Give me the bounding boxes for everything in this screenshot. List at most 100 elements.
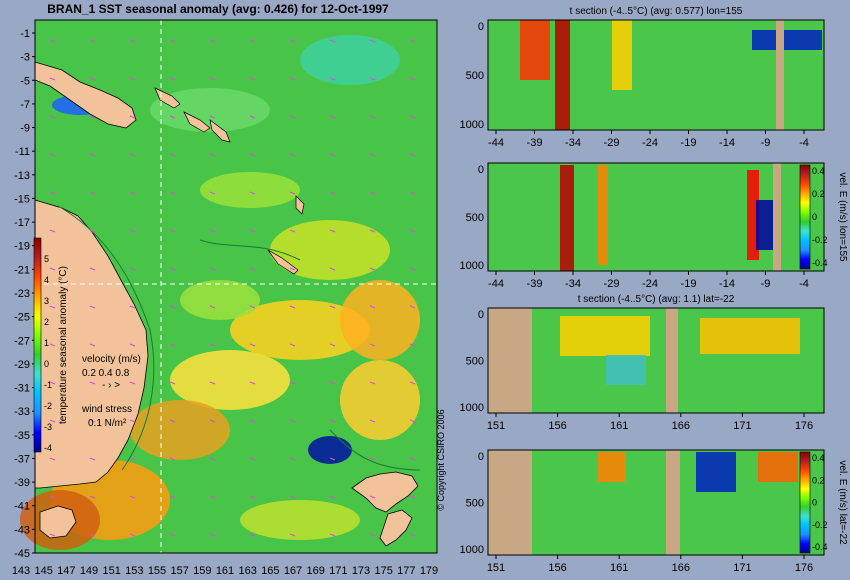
- velocity-vector: [169, 229, 176, 233]
- velocity-vector: [409, 229, 416, 233]
- velocity-vector: [49, 457, 56, 461]
- velocity-vector: [329, 191, 336, 195]
- velocity-vector: [209, 153, 216, 157]
- velocity-vector: [49, 267, 56, 271]
- lat-tick-label: -21: [14, 264, 30, 276]
- velocity-vector: [49, 381, 56, 385]
- velocity-vector: [209, 533, 216, 537]
- lon-tick-label: 151: [102, 565, 120, 577]
- velocity-vector: [289, 229, 296, 233]
- velocity-vector: [249, 533, 256, 537]
- velocity-vector: [169, 381, 176, 385]
- velocity-vector: [249, 115, 256, 119]
- section-x-tick-label: -34: [565, 278, 581, 290]
- section-x-tick-label: -29: [604, 278, 620, 290]
- section-x-tick-label: -4: [799, 278, 809, 290]
- velocity-vector: [169, 39, 176, 43]
- lat-tick-label: -7: [20, 99, 30, 111]
- lat-tick-label: -15: [14, 193, 30, 205]
- velocity-vector: [89, 39, 96, 43]
- lon-tick-label: 157: [170, 565, 188, 577]
- velocity-vector: [369, 457, 376, 461]
- section-panel-2: 0 500 1000 -44 -39 -34 -29 -24 -19 -14 -9 -4 0.4 0.2 0…: [460, 162, 848, 290]
- velocity-vector: [129, 495, 136, 499]
- velocity-vector: [49, 305, 56, 309]
- section-warm-band: [555, 20, 570, 130]
- section-x-tick-label: -24: [642, 278, 658, 290]
- velocity-vector: [89, 533, 96, 537]
- velocity-vector: [249, 343, 256, 347]
- map-colorbar-tick-label: 3: [44, 296, 49, 306]
- section-panel-3: t section (-4..5°C) (avg: 1.1) lat=-22 0 5…: [460, 294, 825, 432]
- anomaly-patch: [340, 360, 420, 440]
- section-warm-band: [598, 452, 626, 482]
- land-vanuatu: [295, 195, 305, 215]
- velocity-vector: [289, 39, 296, 43]
- velocity-vector: [369, 533, 376, 537]
- section-depth-tick-label: 1000: [460, 260, 484, 272]
- section-cold-band: [606, 355, 646, 385]
- velocity-vector: [289, 381, 296, 385]
- velocity-vector: [129, 381, 136, 385]
- velocity-vector: [89, 305, 96, 309]
- anomaly-patch: [308, 436, 352, 464]
- lon-tick-label: 165: [261, 565, 279, 577]
- velocity-vector: [249, 39, 256, 43]
- velocity-vector: [169, 153, 176, 157]
- velocity-vector: [289, 305, 296, 309]
- lon-tick-label: 169: [306, 565, 324, 577]
- copyright-note: © Copyright CSIRO 2006: [436, 409, 446, 510]
- section-x-tick-label: 171: [733, 562, 751, 574]
- lon-tick-label: 167: [284, 565, 302, 577]
- map-colorbar-tick-label: -3: [44, 422, 52, 432]
- velocity-vector: [129, 191, 136, 195]
- velocity-vector: [369, 381, 376, 385]
- lon-tick-label: 159: [193, 565, 211, 577]
- section-depth-tick-label: 1000: [460, 544, 484, 556]
- lat-tick-label: -41: [14, 501, 30, 513]
- velocity-vector: [209, 229, 216, 233]
- lat-tick-label: -43: [14, 524, 30, 536]
- lat-tick-label: -23: [14, 288, 30, 300]
- map-colorbar-tick-label: 2: [44, 317, 49, 327]
- anomaly-patch: [270, 220, 390, 280]
- map-colorbar-tick-label: -2: [44, 401, 52, 411]
- section-colorbar-label: vel. E (m/s) lat=-22: [837, 460, 848, 545]
- section-colorbar: [799, 451, 811, 554]
- lat-tick-label: -11: [15, 146, 30, 158]
- velocity-vector: [289, 343, 296, 347]
- velocity-vector: [169, 419, 176, 423]
- lon-tick-label: 145: [34, 565, 52, 577]
- velocity-vector: [129, 115, 136, 119]
- section-x-tick-label: 166: [672, 562, 690, 574]
- velocity-vector: [409, 305, 416, 309]
- velocity-vector: [89, 381, 96, 385]
- lat-tick-label: -31: [14, 383, 30, 395]
- section-colorbar-tick-label: 0: [812, 212, 817, 222]
- velocity-vector: [169, 457, 176, 461]
- section-colorbar-tick-label: 0.2: [812, 189, 825, 199]
- section-x-tick-label: 156: [548, 562, 566, 574]
- shelf-contour-australia: [57, 205, 155, 471]
- section-x-tick-label: -29: [604, 137, 620, 149]
- lon-tick-label: 147: [57, 565, 75, 577]
- velocity-vector: [409, 457, 416, 461]
- velocity-vector: [409, 343, 416, 347]
- velocity-vector: [369, 115, 376, 119]
- anomaly-patch: [230, 300, 370, 360]
- velocity-vector: [249, 77, 256, 81]
- velocity-vector: [249, 457, 256, 461]
- lat-tick-label: -37: [14, 453, 30, 465]
- velocity-vector: [369, 343, 376, 347]
- velocity-vector: [329, 495, 336, 499]
- section-x-tick-label: 176: [795, 562, 813, 574]
- velocity-legend-label: velocity (m/s): [82, 354, 141, 365]
- velocity-vector: [329, 533, 336, 537]
- velocity-vector: [329, 267, 336, 271]
- section-warm-band: [560, 316, 650, 356]
- velocity-vector: [289, 153, 296, 157]
- lon-tick-label: 171: [329, 565, 347, 577]
- section-colorbar-tick-label: -0.4: [812, 258, 828, 268]
- velocity-vector: [249, 305, 256, 309]
